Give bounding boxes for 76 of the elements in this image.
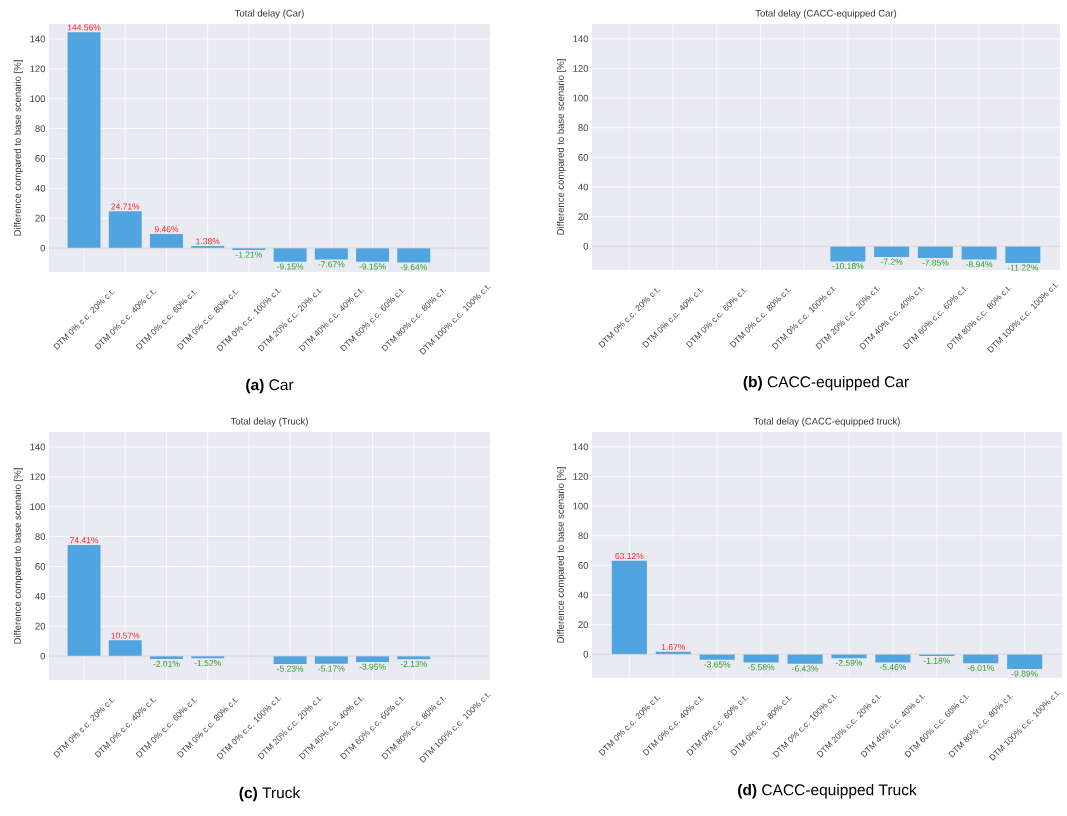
text: (c) Truck	[239, 786, 301, 802]
y-tick-label: 100	[30, 95, 46, 103]
y-tick-label: 80	[578, 532, 589, 540]
y-axis-title: Difference compared to base scenario [%]	[13, 468, 23, 644]
data-label: 1.38%	[196, 238, 220, 245]
data-label: -8.94%	[966, 261, 993, 268]
y-tick-label: 100	[573, 502, 589, 510]
data-label: -10.18%	[832, 263, 864, 270]
y-tick-label: 20	[578, 213, 589, 221]
data-label: -5.23%	[277, 665, 304, 672]
y-tick-label: 40	[35, 184, 46, 192]
y-tick-label: 120	[573, 65, 589, 72]
y-tick-label: 40	[578, 183, 589, 191]
y-tick-label: 0	[583, 650, 589, 658]
data-label: 144.56%	[67, 24, 101, 31]
y-tick-label: 60	[35, 563, 46, 570]
text: (b) CACC-equipped Car	[743, 375, 909, 391]
y-axis-title: Difference compared to base scenario [%]	[556, 59, 566, 235]
data-label: -3.95%	[359, 663, 386, 670]
y-tick-label: 20	[35, 214, 46, 222]
chart-title: Total delay (CACC-equipped Car)	[755, 9, 897, 19]
y-tick-label: 60	[578, 154, 589, 161]
data-label: -2.13%	[400, 660, 427, 667]
y-tick-label: 120	[30, 65, 46, 73]
data-label: -5.58%	[748, 664, 775, 671]
y-tick-label: 60	[35, 155, 46, 162]
y-tick-label: 80	[578, 124, 589, 132]
data-label: 63.12%	[615, 553, 644, 560]
data-label: -7.85%	[922, 259, 949, 266]
text: (a) Car	[246, 378, 294, 394]
data-label: -7.2%	[880, 258, 903, 265]
y-tick-label: 0	[583, 242, 589, 250]
data-label: -1.18%	[923, 657, 950, 664]
data-label: -1.52%	[194, 660, 221, 667]
data-label: -5.17%	[318, 665, 345, 672]
data-label: -5.46%	[879, 664, 907, 671]
y-tick-label: 140	[573, 35, 589, 43]
y-tick-label: 140	[573, 443, 589, 451]
y-tick-label: 80	[35, 533, 46, 540]
data-label: -2.01%	[153, 660, 180, 667]
y-tick-label: 140	[30, 443, 46, 451]
y-tick-label: 20	[578, 621, 589, 629]
chart-title: Total delay (Car)	[234, 9, 304, 19]
y-tick-label: 120	[30, 473, 46, 481]
data-label: -1.21%	[235, 251, 263, 258]
y-tick-label: 140	[30, 35, 46, 43]
data-label: 10.57%	[111, 632, 140, 639]
y-tick-label: 80	[35, 125, 46, 132]
y-tick-label: 0	[40, 244, 46, 252]
data-label: -9.64%	[400, 264, 427, 271]
y-tick-label: 40	[35, 592, 46, 600]
y-axis-title: Difference compared to base scenario [%]	[556, 467, 566, 643]
data-label: 1.67%	[661, 644, 686, 651]
y-axis-title: Difference compared to base scenario [%]	[13, 60, 23, 236]
y-tick-label: 120	[573, 473, 589, 480]
y-tick-label: 0	[40, 652, 46, 660]
data-label: -6.43%	[791, 665, 819, 672]
data-label: -7.67%	[318, 261, 345, 268]
y-tick-label: 100	[30, 503, 46, 511]
text: (d) CACC-equipped Truck	[738, 783, 917, 799]
y-tick-label: 40	[578, 591, 589, 599]
data-label: -11.22%	[1007, 264, 1039, 271]
data-label: -2.59%	[835, 659, 863, 666]
data-label: 74.41%	[70, 537, 99, 544]
data-label: -3.65%	[704, 661, 731, 668]
data-label: -9.89%	[1011, 670, 1038, 677]
y-tick-label: 100	[573, 94, 589, 102]
data-label: -9.15%	[277, 263, 304, 270]
chart-title: Total delay (Truck)	[230, 417, 308, 427]
data-label: -6.01%	[967, 664, 994, 671]
chart-title: Total delay (CACC-equipped truck)	[753, 417, 900, 427]
data-label: 24.71%	[111, 203, 140, 210]
y-tick-label: 20	[35, 622, 46, 630]
y-tick-label: 60	[578, 562, 589, 569]
data-label: -9.15%	[359, 263, 386, 270]
data-label: 9.46%	[154, 226, 179, 233]
